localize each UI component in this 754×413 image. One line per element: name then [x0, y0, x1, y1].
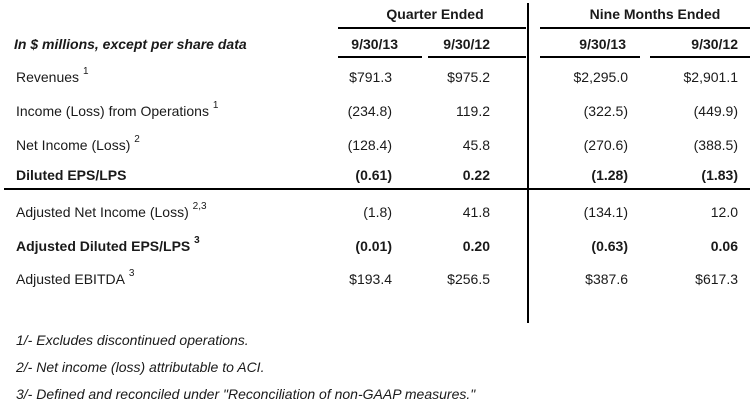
cell-income-ops-9m-2012: (449.9) — [693, 103, 738, 119]
cell-diluted-eps-9m-2012: (1.83) — [701, 167, 738, 183]
cell-net-income-q-2013: (128.4) — [347, 137, 392, 153]
cell-adj-diluted-eps-9m-2012: 0.06 — [710, 238, 738, 254]
footnote-ref: 1 — [82, 66, 89, 78]
cell-adj-net-income-q-2013: (1.8) — [363, 204, 392, 220]
column-group-divider — [527, 3, 529, 323]
cell-diluted-eps-q-2012: 0.22 — [462, 167, 490, 183]
footnote-1: 1/- Excludes discontinued operations. — [16, 332, 249, 348]
cell-diluted-eps-9m-2013: (1.28) — [591, 167, 628, 183]
section-separator — [4, 188, 750, 190]
cell-adj-ebitda-q-2013: $193.4 — [349, 271, 392, 287]
cell-adj-ebitda-q-2012: $256.5 — [447, 271, 490, 287]
row-label-adjusted-ebitda: Adjusted EBITDA 3 — [16, 268, 135, 287]
footnote-3: 3/- Defined and reconciled under "Reconc… — [16, 386, 476, 402]
group-header-nine-months-ended: Nine Months Ended — [589, 6, 721, 22]
row-label-adjusted-net-income: Adjusted Net Income (Loss) 2,3 — [16, 201, 207, 220]
group-header-quarter-ended: Quarter Ended — [386, 6, 484, 22]
cell-income-ops-9m-2013: (322.5) — [583, 103, 628, 119]
row-label-revenues: Revenues 1 — [16, 66, 89, 85]
cell-adj-net-income-9m-2012: 12.0 — [710, 204, 738, 220]
cell-adj-net-income-q-2012: 41.8 — [462, 204, 490, 220]
footnote-ref: 3 — [194, 235, 200, 247]
footnote-ref: 3 — [128, 268, 135, 280]
cell-net-income-9m-2012: (388.5) — [693, 137, 738, 153]
quarter-header-underline — [338, 27, 526, 29]
cell-net-income-q-2012: 45.8 — [462, 137, 490, 153]
col-underline-9m-2013 — [540, 56, 640, 58]
row-label-diluted-eps: Diluted EPS/LPS — [16, 167, 127, 183]
row-label-income-from-operations: Income (Loss) from Operations 1 — [16, 100, 219, 119]
footnote-2: 2/- Net income (loss) attributable to AC… — [16, 359, 265, 375]
column-header-9m-2012: 9/30/12 — [691, 36, 738, 52]
row-label-adjusted-diluted-eps: Adjusted Diluted EPS/LPS 3 — [16, 235, 200, 254]
nine-months-header-underline — [540, 27, 750, 29]
footnote-ref: 2,3 — [192, 201, 207, 213]
cell-adj-ebitda-9m-2013: $387.6 — [585, 271, 628, 287]
cell-adj-net-income-9m-2013: (134.1) — [583, 204, 628, 220]
units-label: In $ millions, except per share data — [14, 36, 247, 52]
row-label-net-income: Net Income (Loss) 2 — [16, 134, 140, 153]
column-header-q-2013: 9/30/13 — [351, 36, 398, 52]
footnote-ref: 1 — [212, 100, 219, 112]
column-header-9m-2013: 9/30/13 — [579, 36, 626, 52]
cell-adj-ebitda-9m-2012: $617.3 — [695, 271, 738, 287]
column-header-q-2012: 9/30/12 — [443, 36, 490, 52]
cell-diluted-eps-q-2013: (0.61) — [355, 167, 392, 183]
cell-revenues-q-2013: $791.3 — [349, 69, 392, 85]
col-underline-q-2012 — [428, 56, 526, 58]
cell-revenues-9m-2012: $2,901.1 — [683, 69, 739, 85]
cell-revenues-q-2012: $975.2 — [447, 69, 490, 85]
cell-revenues-9m-2013: $2,295.0 — [573, 69, 629, 85]
footnote-ref: 2 — [134, 134, 140, 146]
col-underline-9m-2012 — [650, 56, 750, 58]
cell-adj-diluted-eps-q-2013: (0.01) — [355, 238, 392, 254]
cell-income-ops-q-2012: 119.2 — [456, 103, 490, 119]
cell-adj-diluted-eps-9m-2013: (0.63) — [591, 238, 628, 254]
col-underline-q-2013 — [338, 56, 422, 58]
cell-income-ops-q-2013: (234.8) — [347, 103, 392, 119]
cell-net-income-9m-2013: (270.6) — [583, 137, 628, 153]
cell-adj-diluted-eps-q-2012: 0.20 — [462, 238, 490, 254]
